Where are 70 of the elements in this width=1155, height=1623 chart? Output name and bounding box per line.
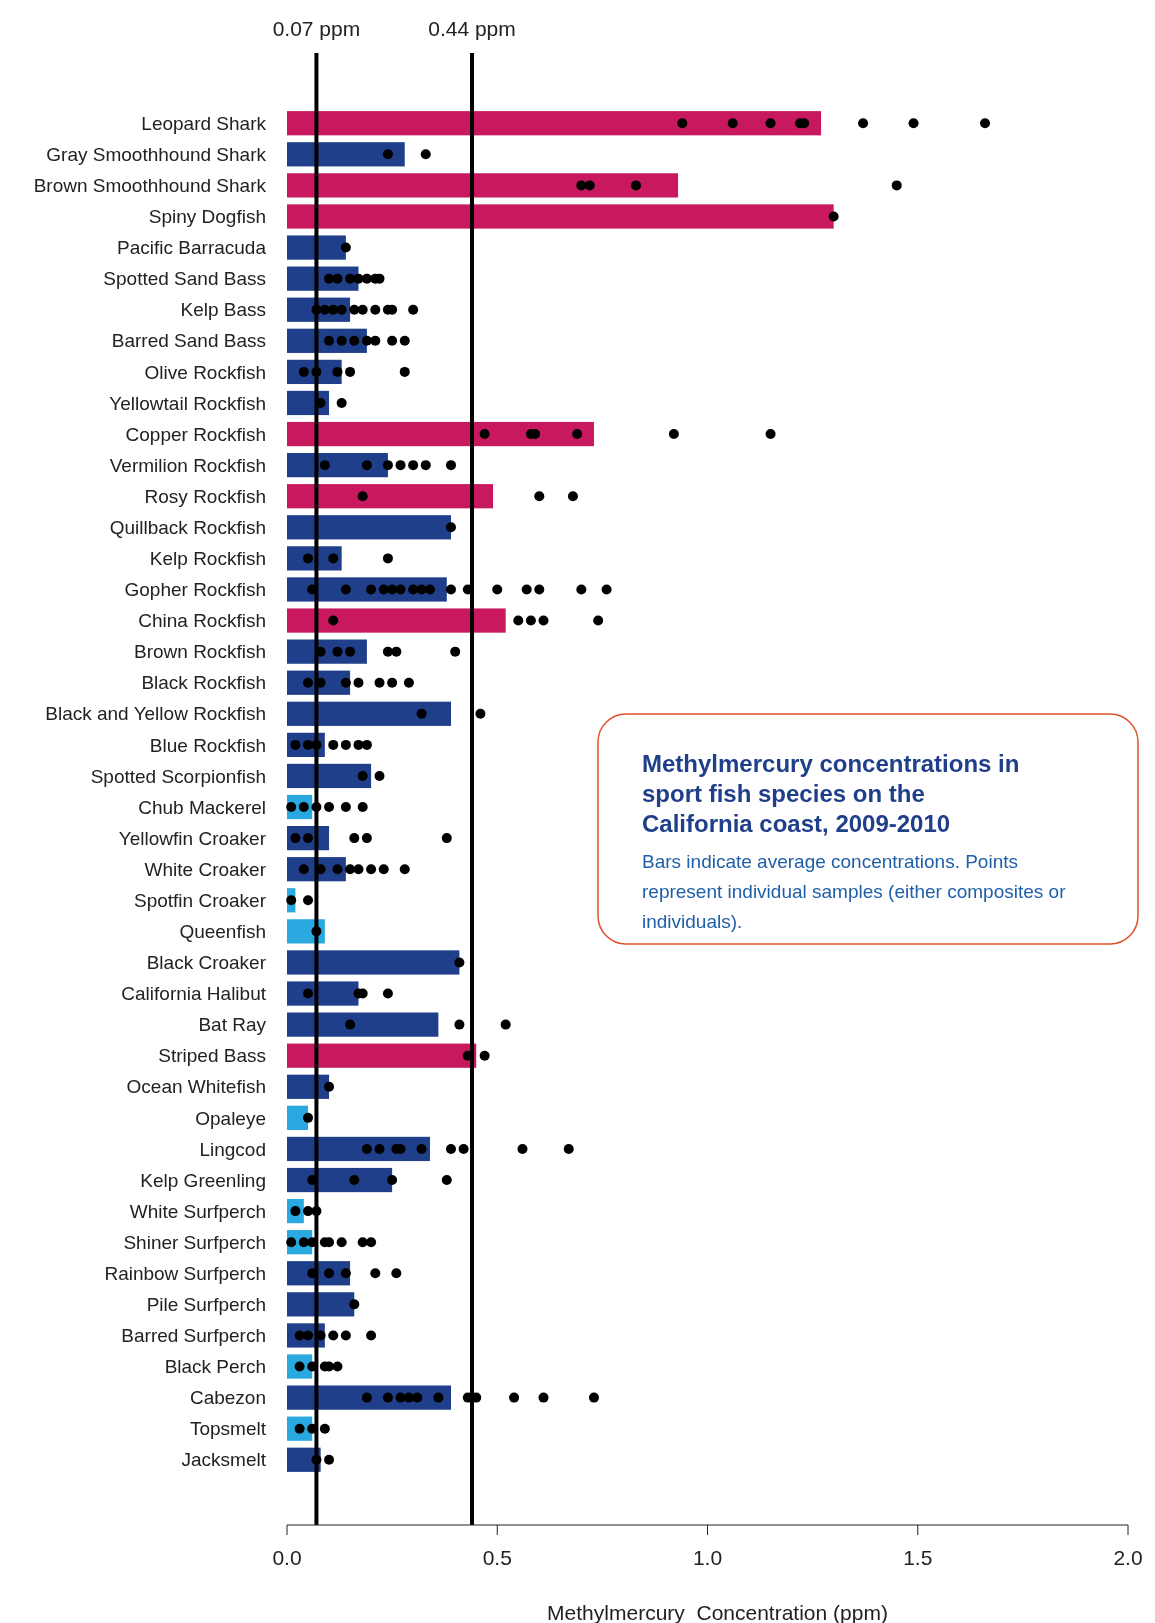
y-tick-label: Leopard Shark	[141, 112, 267, 134]
bar	[287, 1105, 309, 1130]
y-tick-label: Striped Bass	[158, 1045, 266, 1067]
y-tick-label: Kelp Greenling	[140, 1169, 266, 1191]
y-tick-label: Brown Rockfish	[134, 641, 266, 663]
y-tick-label: Kelp Bass	[180, 299, 266, 321]
x-tick-label: 0.5	[482, 1546, 512, 1569]
bar	[287, 763, 372, 789]
x-tick-label: 2.0	[1113, 1546, 1143, 1569]
y-tick-label: Quillback Rockfish	[109, 516, 266, 538]
y-tick-label: Spotfin Croaker	[133, 889, 267, 911]
y-tick-label: Gray Smoothhound Shark	[46, 143, 267, 165]
y-tick-label: Spotted Scorpionfish	[90, 765, 266, 787]
y-tick-label: Queenfish	[179, 921, 266, 943]
bar	[287, 608, 506, 633]
text: Bars indicate average concentrations. Points represent individual samples (either composites or individuals).	[642, 851, 1067, 932]
y-tick-label: Black and Yellow Rockfish	[45, 703, 266, 725]
y-tick-label: Rosy Rockfish	[144, 485, 266, 507]
ref-line-label: 0.07 ppm	[272, 17, 361, 40]
x-tick-label: 1.0	[692, 1546, 723, 1569]
y-tick-label: Pile Surfperch	[146, 1294, 266, 1316]
y-tick-label: Jacksmelt	[181, 1449, 267, 1471]
y-tick-label: White Surfperch	[129, 1200, 266, 1222]
y-tick-label: Ocean Whitefish	[126, 1076, 266, 1098]
y-tick-label: Cabezon	[189, 1387, 266, 1409]
text-box: Methylmercury concentrations in sport fish species on the California coast, 2009-2010 Bars indicate average concentrations. Points represent individual samples (either composites or individuals).	[597, 713, 1139, 945]
y-tick-label: Black Croaker	[146, 952, 267, 974]
y-tick-label: California Halibut	[121, 983, 267, 1005]
y-tick-label: Black Rockfish	[141, 672, 266, 694]
y-tick-label: China Rockfish	[138, 610, 266, 632]
y-tick-label: Lingcod	[199, 1138, 266, 1160]
bar	[287, 111, 822, 136]
y-tick-label: Vermilion Rockfish	[109, 454, 266, 476]
y-tick-label: Brown Smoothhound Shark	[33, 175, 267, 197]
bar	[287, 421, 594, 447]
bar	[287, 142, 405, 167]
y-tick-label: Bat Ray	[198, 1014, 267, 1036]
bar	[287, 701, 451, 726]
y-tick-label: Gopher Rockfish	[124, 579, 266, 601]
y-tick-label: Barred Sand Bass	[111, 330, 266, 352]
bar	[287, 515, 451, 540]
y-tick-label: Black Perch	[164, 1356, 266, 1378]
y-tick-label: Olive Rockfish	[144, 361, 266, 383]
text: Methylmercury concentrations in sport fish species on the California coast, 2009-2010	[642, 750, 1020, 837]
bar	[287, 950, 460, 975]
y-tick-label: Kelp Rockfish	[149, 548, 266, 570]
bar	[287, 1292, 355, 1317]
bar	[287, 1043, 477, 1068]
ref-line-label: 0.44 ppm	[428, 17, 516, 40]
bar	[287, 204, 834, 229]
y-tick-label: Spotted Sand Bass	[103, 268, 266, 290]
y-tick-label: Blue Rockfish	[149, 734, 266, 756]
y-tick-label: Barred Surfperch	[121, 1325, 266, 1347]
y-tick-label: Opaleye	[195, 1107, 266, 1129]
y-tick-label: Yellowtail Rockfish	[109, 392, 266, 414]
y-tick-label: Shiner Surfperch	[123, 1231, 266, 1253]
y-tick-label: White Croaker	[144, 858, 267, 880]
bar	[287, 1012, 439, 1037]
bar	[287, 484, 494, 509]
y-tick-label: Topsmelt	[189, 1418, 267, 1440]
bar	[287, 173, 679, 198]
y-tick-label: Chub Mackerel	[138, 796, 266, 818]
y-tick-label: Pacific Barracuda	[117, 237, 267, 259]
x-tick-label: 0.0	[272, 1546, 302, 1569]
y-tick-label: Rainbow Surfperch	[104, 1262, 266, 1284]
bar	[287, 235, 346, 260]
y-tick-label: Yellowfin Croaker	[118, 827, 267, 849]
y-tick-label: Copper Rockfish	[125, 423, 266, 445]
y-tick-label: Spiny Dogfish	[148, 206, 266, 228]
x-tick-label: 1.5	[903, 1546, 933, 1569]
